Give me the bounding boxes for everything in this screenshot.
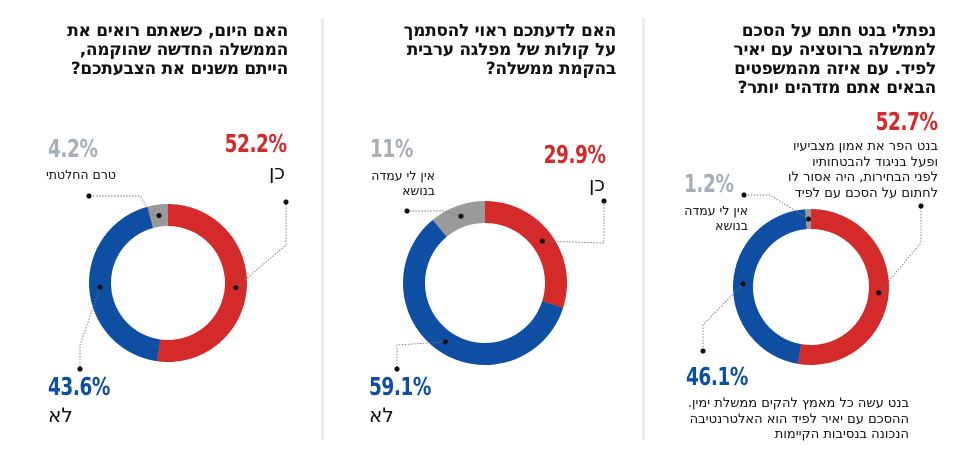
poll-panel-bennett-lapid: נפתלי בנט חתם על הסכם לממשלה ברוטציה עם … [642,0,958,456]
yes-label: כן [588,172,605,196]
panel-divider [321,18,324,440]
leader-dot-label [741,192,747,198]
title-line: הייתם משנים את הצבעתכם? [70,59,288,79]
leader-line-no [702,283,744,351]
leader-dot-label [700,348,706,354]
yes-percent: 52.7% [876,107,938,136]
label-line: בנושא [715,218,748,233]
label-line: בנושא [402,183,435,198]
panel-title: האם לדעתכם ראוי להסתמך על קולות של מפלגה… [371,21,617,79]
label-line: ופעל בניגוד להבטחותיו [812,154,938,170]
label-line: לחתום על הסכם עם לפיד [794,185,938,201]
donut-slice-undecided [432,201,485,237]
leader-dot-slice [740,281,746,287]
donut-chart [700,192,924,365]
donut-chart [394,198,607,372]
title-line: על קולות של מפלגה ערבית [406,40,617,60]
leader-dot-slice [458,213,464,219]
leader-dot-slice [442,339,448,345]
label-line: לפני הבחירות, היה אסור לו [788,170,938,185]
leader-line-no [396,341,446,369]
undecided-label: טרם החלטתי [46,167,116,182]
title-line: האם לדעתכם ראוי להסתמך [403,21,617,41]
leader-line-no [79,287,101,369]
label-line: ההסכם עם יאיר לפיד הוא האלטרנטיבה [689,411,909,427]
title-line: הממשלה החדשה שהוקמה, [79,40,289,60]
leader-dot-label [77,366,83,372]
poll-panel-change-vote: האם היום, כשאתם רואים את הממשלה החדשה שה… [0,0,320,456]
label-line: הנכונה בנסיבות הקיימות [774,427,909,442]
leader-dot-label [394,366,400,372]
no-percent: 43.6% [48,372,110,401]
donut-slice-yes [485,201,567,308]
no-label: בנט עשה כל מאמץ להקים ממשלת ימין. ההסכם … [684,396,909,443]
leader-dot-slice [97,284,103,290]
leader-dot-slice [539,238,545,244]
leader-line-undecided [89,195,160,217]
leader-line-yes [878,206,922,294]
undecided-percent: 11% [370,134,413,163]
label-line: אין לי עמדה [684,203,748,218]
undecided-percent: 1.2% [684,169,734,198]
yes-percent: 52.2% [225,129,287,158]
no-percent: 46.1% [686,362,748,391]
leader-line-undecided [407,210,462,217]
undecided-label: אין לי עמדה בנושא [363,168,435,198]
donut-slice-yes [157,204,247,362]
donut-chart [77,193,289,372]
title-line: נפתלי בנט חתם על הסכם [741,21,937,41]
leader-dot-label [601,198,607,204]
donut-slice-no [402,219,564,366]
leader-dot-slice [876,290,882,296]
title-line: לממשלה ברוטציה עם יאיר [733,40,937,60]
leader-dot-slice [233,285,239,291]
title-line: האם היום, כשאתם רואים את [67,21,288,41]
label-line: אין לי עמדה [371,168,435,183]
undecided-label: אין לי עמדה בנושא [680,203,748,233]
panel-title: האם היום, כשאתם רואים את הממשלה החדשה שה… [40,22,288,79]
title-line: לפיד. עם איזה מהמשפטים [734,59,936,79]
leader-dot-label [283,199,289,205]
label-line: בנט עשה כל מאמץ להקים ממשלת ימין. [687,396,909,411]
donut-slice-no [88,206,161,362]
leader-dot-slice [805,216,812,222]
label-line: בנט הפר את אמון מצביעיו [792,139,938,154]
leader-dot-slice [156,212,162,219]
no-label: לא [369,403,394,427]
leader-dot-label [404,208,410,214]
leader-dot-label [918,203,924,209]
donut-slice-no [732,209,807,364]
undecided-percent: 4.2% [48,134,98,163]
yes-label: בנט הפר את אמון מצביעיו ופעל בניגוד להבט… [768,139,938,201]
leader-line-yes [235,202,287,289]
panel-divider [642,18,645,440]
yes-label: כן [268,160,285,184]
leader-line-undecided [744,194,809,220]
yes-percent: 29.9% [544,140,606,169]
title-line: הבאים אתם מזדהים יותר? [737,78,937,98]
title-line: בהקמת ממשלה? [485,59,616,79]
panel-title: נפתלי בנט חתם על הסכם לממשלה ברוטציה עם … [712,21,937,98]
no-percent: 59.1% [369,372,431,401]
donut-slice-yes [797,209,889,365]
leader-dot-label [86,193,92,199]
no-label: לא [48,403,73,427]
poll-panel-arab-party: האם לדעתכם ראוי להסתמך על קולות של מפלגה… [321,0,641,456]
